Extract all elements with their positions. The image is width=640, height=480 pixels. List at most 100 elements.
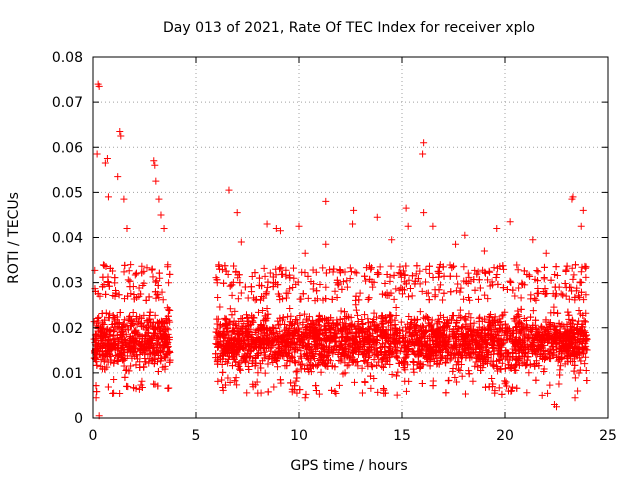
data-point [111,336,119,344]
data-point [499,262,507,270]
data-point [454,280,462,288]
data-point [350,347,358,355]
data-point [330,329,338,337]
data-point [292,280,300,288]
data-point [419,150,427,158]
data-point [514,311,522,319]
data-point [214,315,222,323]
data-point [166,307,174,315]
y-tick-label: 0.05 [52,185,83,201]
data-point [302,352,310,360]
data-point [282,294,290,302]
data-point [226,378,234,386]
data-point [429,222,437,230]
data-point [570,271,578,279]
data-point [347,268,355,276]
data-point [461,348,469,356]
data-point [474,295,482,303]
data-point [269,329,277,337]
data-point [313,287,321,295]
data-point [165,348,173,356]
data-point [264,388,272,396]
data-point [523,389,531,397]
data-point [480,324,488,332]
data-point [328,335,336,343]
data-point [532,330,540,338]
data-point [465,310,473,318]
data-point [373,350,381,358]
data-point [163,318,171,326]
data-point [465,293,472,301]
data-point [274,281,282,289]
data-point [506,218,514,226]
data-point [270,383,278,391]
data-point [362,353,370,361]
data-point [296,386,304,394]
data-point [377,343,385,351]
data-point [322,240,330,248]
data-point [385,334,393,342]
data-point [147,319,155,327]
data-point [499,284,507,292]
data-point [228,291,236,299]
data-point [115,337,123,345]
data-point [474,354,482,362]
data-point [151,329,159,337]
data-point [413,361,421,369]
data-point [116,309,124,317]
data-point [262,291,270,299]
data-point [425,296,433,304]
data-point [312,334,320,342]
data-point [123,352,131,360]
data-point [451,374,459,382]
data-point [374,269,382,277]
data-point [491,321,499,329]
data-point [498,312,506,320]
data-point [461,315,469,323]
data-point [105,282,113,290]
data-point [224,355,232,363]
data-point [244,328,252,336]
data-point [399,327,407,335]
data-point [280,346,288,354]
data-point [296,361,304,369]
data-point [104,348,112,356]
data-point [350,206,358,214]
data-point [457,284,465,292]
data-point [130,295,138,303]
data-point [275,348,283,356]
data-point [213,276,221,284]
data-point [553,272,561,280]
x-tick-label: 20 [496,428,514,444]
data-point [140,363,148,371]
data-point [508,383,516,391]
data-point [298,360,306,368]
data-point [104,358,112,366]
data-point [107,326,115,334]
data-point [442,389,450,397]
data-point [274,290,282,298]
data-point [574,330,582,338]
data-point [501,365,509,373]
data-point [293,374,301,382]
data-point [291,359,299,367]
data-point [431,291,439,299]
data-point [514,266,522,274]
data-point [583,376,591,384]
data-point [345,361,353,369]
data-point [141,344,149,352]
data-point [378,290,386,298]
data-point [310,280,318,288]
data-point [560,322,568,330]
data-point [506,277,514,285]
x-tick-label: 0 [89,428,98,444]
data-point [404,222,412,230]
data-point [259,334,267,342]
data-point [301,249,309,257]
data-point [408,319,416,327]
data-point [251,342,259,350]
data-point [367,372,375,380]
data-point [373,336,381,344]
data-point [382,330,390,338]
data-point [369,318,377,326]
